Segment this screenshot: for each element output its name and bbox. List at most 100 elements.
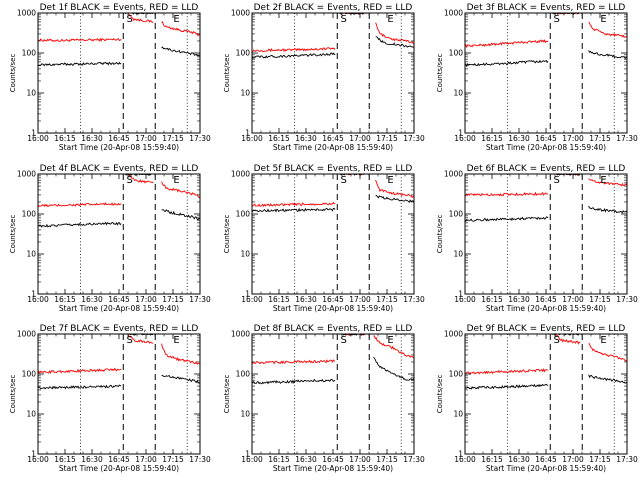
x-tick-label: 17:30 xyxy=(189,134,211,143)
y-tick-label: 10 xyxy=(240,250,250,259)
y-tick-label: 1000 xyxy=(231,170,250,179)
y-axis-label: Counts/sec xyxy=(436,215,444,254)
start-marker-label: S xyxy=(340,335,346,346)
x-tick-label: 16:00 xyxy=(241,134,263,143)
lld-trace-seg-2 xyxy=(125,12,154,23)
x-tick-label: 17:00 xyxy=(562,455,584,464)
end-marker-label: E xyxy=(387,14,393,25)
detector-panel-7: Det 7f BLACK = Events, RED = LLD Counts/s… xyxy=(9,324,211,473)
y-tick-label: 1 xyxy=(31,290,36,299)
x-tick-label: 16:30 xyxy=(508,134,530,143)
y-tick-label: 1000 xyxy=(444,170,463,179)
x-tick-label: 16:30 xyxy=(81,455,103,464)
lld-trace-seg-2 xyxy=(125,173,154,184)
events-trace-seg-3 xyxy=(375,194,415,203)
y-tick-label: 1000 xyxy=(17,330,36,339)
x-tick-label: 17:15 xyxy=(376,134,398,143)
x-tick-label: 17:30 xyxy=(403,295,425,304)
x-tick-label: 17:00 xyxy=(562,295,584,304)
x-tick-label: 17:15 xyxy=(376,295,398,304)
y-tick-label: 1 xyxy=(458,129,463,138)
end-marker-label: E xyxy=(600,335,606,346)
end-marker-label: E xyxy=(173,14,179,25)
y-tick-label: 10 xyxy=(26,89,36,98)
events-trace-seg-1 xyxy=(251,207,336,213)
x-tick-label: 17:15 xyxy=(162,134,184,143)
panel-title: Det 7f BLACK = Events, RED = LLD xyxy=(40,324,199,334)
x-tick-label: 16:45 xyxy=(322,455,344,464)
lld-trace-seg-3 xyxy=(161,343,201,365)
lld-trace-seg-3 xyxy=(588,343,627,362)
x-tick-label: 16:30 xyxy=(81,295,103,304)
x-tick-label: 16:45 xyxy=(535,134,557,143)
events-trace-seg-3 xyxy=(588,50,628,59)
x-tick-label: 17:00 xyxy=(349,295,371,304)
y-tick-label: 1000 xyxy=(17,170,36,179)
lld-trace-seg-3 xyxy=(373,335,415,359)
end-marker-label: E xyxy=(600,14,606,25)
end-marker-label: E xyxy=(173,175,179,186)
x-tick-label: 16:00 xyxy=(241,455,263,464)
x-tick-label: 17:00 xyxy=(562,134,584,143)
detector-panel-4: Det 4f BLACK = Events, RED = LLD Counts/s… xyxy=(9,164,211,313)
events-trace-seg-3 xyxy=(588,374,628,384)
y-tick-label: 100 xyxy=(236,210,251,219)
x-tick-label: 16:15 xyxy=(54,295,76,304)
events-trace-seg-3 xyxy=(161,46,200,57)
y-tick-label: 100 xyxy=(449,370,464,379)
x-tick-label: 17:15 xyxy=(589,295,611,304)
start-marker-label: S xyxy=(126,335,132,346)
x-tick-label: 17:30 xyxy=(616,295,638,304)
y-tick-label: 10 xyxy=(453,250,463,259)
x-axis-label: Start Time (20-Apr-08 15:59:40) xyxy=(273,464,393,473)
panel-title: Det 8f BLACK = Events, RED = LLD xyxy=(254,324,413,334)
y-axis-label: Counts/sec xyxy=(223,215,231,254)
panel-title: Det 6f BLACK = Events, RED = LLD xyxy=(467,164,626,174)
x-tick-label: 16:00 xyxy=(27,455,49,464)
events-trace-seg-1 xyxy=(37,61,122,67)
events-trace-seg-1 xyxy=(464,216,549,222)
y-tick-label: 10 xyxy=(453,410,463,419)
y-axis-label: Counts/sec xyxy=(9,54,17,93)
y-tick-label: 1 xyxy=(31,129,36,138)
start-marker-label: S xyxy=(553,175,559,186)
x-axis-label: Start Time (20-Apr-08 15:59:40) xyxy=(273,143,393,152)
x-tick-label: 16:15 xyxy=(268,134,290,143)
y-tick-label: 100 xyxy=(449,210,464,219)
events-trace-seg-3 xyxy=(161,374,201,384)
panels: Det 1f BLACK = Events, RED = LLD Counts/s… xyxy=(9,3,638,473)
x-tick-label: 17:00 xyxy=(135,295,157,304)
y-tick-label: 1000 xyxy=(17,9,36,18)
x-tick-label: 17:15 xyxy=(589,455,611,464)
events-trace-seg-3 xyxy=(161,209,201,221)
y-axis-label: Counts/sec xyxy=(9,375,17,414)
y-tick-label: 1 xyxy=(31,450,36,459)
x-tick-label: 17:30 xyxy=(403,134,425,143)
x-tick-label: 16:00 xyxy=(454,455,476,464)
events-trace-seg-1 xyxy=(251,52,336,59)
x-tick-label: 17:15 xyxy=(589,134,611,143)
x-tick-label: 16:15 xyxy=(54,455,76,464)
x-tick-label: 17:15 xyxy=(162,455,184,464)
x-tick-label: 17:30 xyxy=(616,134,638,143)
x-tick-label: 16:45 xyxy=(322,295,344,304)
events-trace-seg-3 xyxy=(375,36,415,48)
x-tick-label: 17:15 xyxy=(376,455,398,464)
x-tick-label: 17:30 xyxy=(403,455,425,464)
y-tick-label: 100 xyxy=(22,49,37,58)
panel-title: Det 3f BLACK = Events, RED = LLD xyxy=(467,3,626,13)
y-axis-label: Counts/sec xyxy=(436,54,444,93)
x-tick-label: 16:00 xyxy=(27,134,49,143)
x-axis-label: Start Time (20-Apr-08 15:59:40) xyxy=(273,304,393,313)
panel-title: Det 5f BLACK = Events, RED = LLD xyxy=(254,164,413,174)
lld-trace-seg-1 xyxy=(37,37,122,43)
y-tick-label: 1000 xyxy=(231,9,250,18)
y-tick-label: 100 xyxy=(236,49,251,58)
lld-trace-seg-3 xyxy=(375,179,415,199)
end-marker-label: E xyxy=(387,175,393,186)
y-tick-label: 1 xyxy=(458,290,463,299)
events-trace-seg-1 xyxy=(251,378,336,385)
panel-title: Det 1f BLACK = Events, RED = LLD xyxy=(40,3,199,13)
x-tick-label: 16:00 xyxy=(27,295,49,304)
